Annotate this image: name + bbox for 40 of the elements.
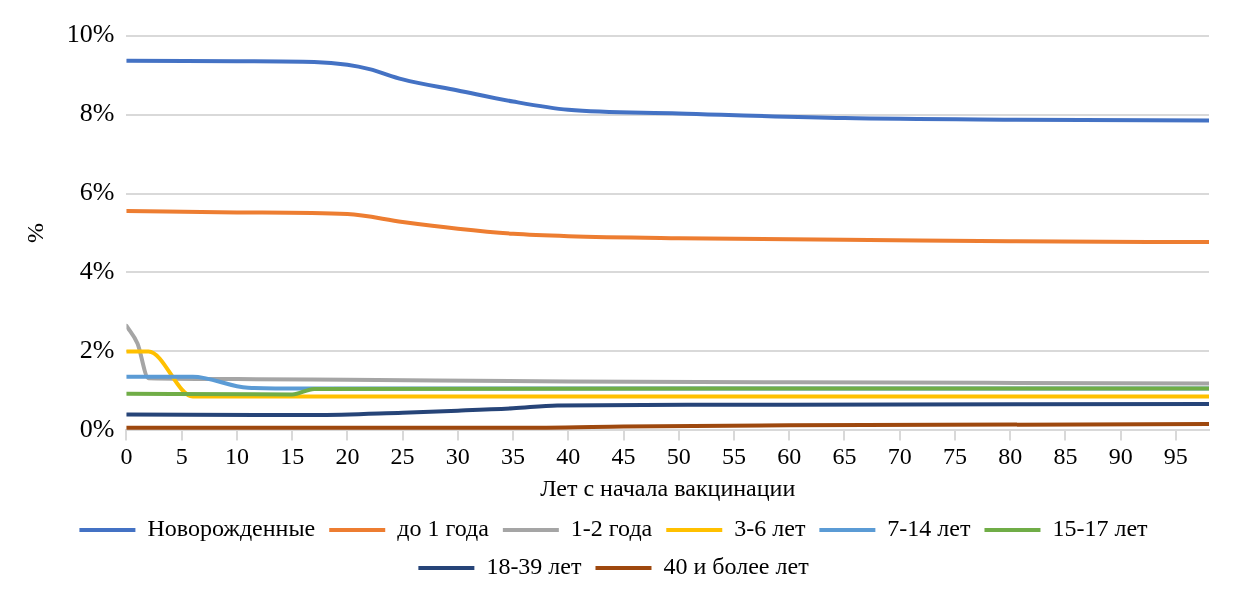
x-tick-label: 60 [777,443,802,470]
x-tick-label: 30 [445,443,470,470]
line-series [126,323,1209,386]
x-tick-label: 55 [722,443,747,470]
x-tick-label: 0 [120,443,133,470]
x-tick-label: 5 [175,443,188,470]
legend-label: 3-6 лет [734,515,806,542]
x-tick-label: 65 [832,443,857,470]
x-tick-label: 90 [1108,443,1133,470]
x-tick-label: 85 [1053,443,1078,470]
y-tick-label: 2% [79,335,115,365]
x-tick-label: 10 [224,443,249,470]
y-axis-title: % [21,223,48,243]
legend-label: 15-17 лет [1052,515,1149,542]
x-tick-label: 20 [335,443,360,470]
line-series [126,208,1209,245]
x-tick-label: 45 [611,443,636,470]
line-series [126,401,1209,417]
legend-label: 1-2 года [570,515,653,542]
y-tick-label: 10% [66,19,115,49]
x-tick-label: 25 [390,443,415,470]
line-series [126,58,1209,123]
x-tick-label: 35 [501,443,526,470]
legend-label: Новорожденные [147,515,316,542]
x-tick-label: 70 [887,443,912,470]
y-tick-label: 6% [79,177,115,207]
legend-label: 7-14 лет [887,515,971,542]
y-tick-label: 8% [79,98,115,128]
x-tick-label: 80 [998,443,1023,470]
y-tick-label: 4% [79,256,115,286]
legend-label: 40 и более лет [663,553,810,580]
x-tick-label: 40 [556,443,581,470]
y-tick-label: 0% [79,414,115,444]
x-tick-label: 15 [280,443,305,470]
x-tick-label: 95 [1163,443,1188,470]
x-axis-title: Лет с начала вакцинации [540,474,796,501]
legend-label: 18-39 лет [486,553,582,580]
legend-label: до 1 года [397,515,490,542]
x-tick-label: 75 [942,443,967,470]
x-tick-label: 50 [666,443,691,470]
